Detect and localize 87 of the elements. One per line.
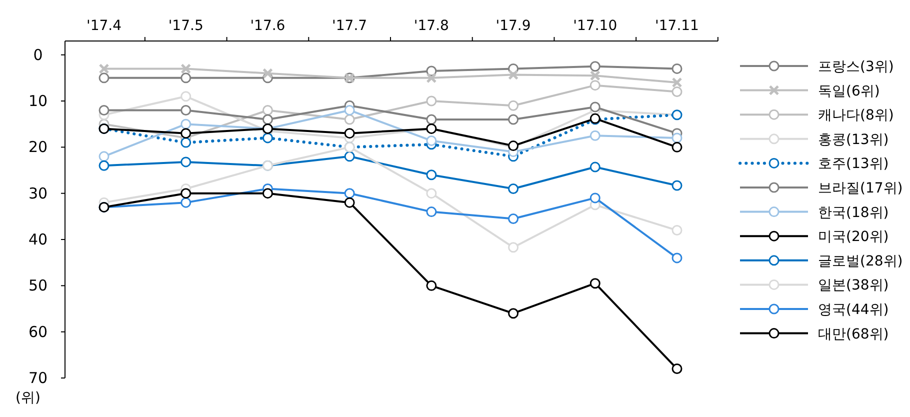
point: [426, 72, 437, 84]
point: [262, 132, 273, 144]
point: [344, 197, 355, 208]
point: [180, 137, 192, 148]
point: [426, 170, 437, 180]
legend-label: 독일(6위): [818, 83, 880, 100]
y-tick-label: 20: [28, 138, 48, 156]
point: [508, 308, 519, 319]
point: [672, 132, 682, 144]
point: [590, 162, 600, 172]
legend-label: 프랑스(3위): [818, 59, 894, 75]
point: [426, 188, 437, 199]
point: [590, 80, 600, 91]
point: [344, 114, 355, 125]
point: [590, 70, 600, 81]
point: [672, 77, 682, 88]
y-tick-label: 60: [28, 322, 48, 341]
point: [98, 151, 110, 162]
point: [590, 192, 600, 204]
point: [508, 114, 519, 125]
x-tick-label: '17.4: [86, 18, 122, 34]
point: [180, 197, 192, 208]
y-tick-label: 50: [28, 276, 48, 295]
point: [180, 188, 192, 199]
point: [98, 72, 110, 84]
point: [590, 61, 600, 72]
x-tick-label: '17.6: [250, 18, 286, 34]
point: [344, 104, 355, 116]
legend-label: 브라질(17위): [818, 180, 903, 196]
point: [426, 206, 437, 218]
point: [590, 278, 600, 289]
point: [180, 72, 192, 84]
point: [672, 225, 682, 236]
point: [98, 63, 110, 74]
y-tick-label: 70: [28, 369, 48, 387]
x-tick-label: '17.5: [168, 18, 204, 34]
point: [262, 114, 273, 125]
point: [344, 128, 355, 139]
x-tick-label: '17.9: [496, 18, 531, 34]
x-tick-label: '17.10: [573, 18, 618, 34]
point: [508, 213, 519, 224]
point: [672, 86, 682, 98]
point: [672, 364, 682, 374]
point: [180, 118, 192, 130]
legend-label: 일본(38위): [818, 278, 889, 294]
point: [590, 102, 600, 112]
y-tick-label: 30: [28, 184, 48, 202]
point: [344, 188, 355, 199]
point: [180, 104, 192, 116]
point: [262, 104, 273, 116]
x-tick-label: '17.11: [655, 18, 699, 34]
legend-label: 캐나다(8위): [818, 108, 894, 124]
point: [672, 142, 682, 152]
point: [426, 114, 437, 125]
point: [426, 135, 437, 146]
point: [98, 160, 110, 171]
point: [672, 252, 682, 264]
point: [508, 183, 519, 194]
y-tick-label: 40: [28, 230, 48, 249]
point: [672, 180, 682, 191]
x-tick-label: '17.7: [332, 18, 368, 34]
point: [180, 91, 192, 102]
point: [426, 280, 437, 291]
legend-label: 호주(13위): [818, 156, 889, 172]
y-tick-label: 0: [33, 46, 43, 64]
point: [98, 104, 110, 116]
legend-label: 홍콩(13위): [818, 132, 889, 148]
point: [180, 128, 192, 139]
point: [344, 151, 355, 162]
point: [672, 63, 682, 74]
legend-label: 미국(20위): [818, 229, 889, 246]
point: [590, 130, 600, 141]
point: [262, 188, 273, 199]
point: [508, 100, 519, 111]
y-tick-label: 10: [28, 92, 48, 110]
point: [508, 242, 519, 253]
point: [180, 63, 192, 74]
point: [426, 96, 437, 106]
point: [262, 68, 273, 79]
x-tick-label: '17.8: [414, 18, 449, 34]
point: [180, 156, 192, 168]
legend-label: 영국(44위): [818, 302, 889, 318]
legend-label: 대만(68위): [818, 326, 889, 342]
legend-label: 글로벌(28위): [818, 253, 903, 270]
y-axis-title: (위): [16, 390, 40, 406]
legend-label: 한국(18위): [818, 204, 889, 221]
point: [508, 69, 519, 80]
